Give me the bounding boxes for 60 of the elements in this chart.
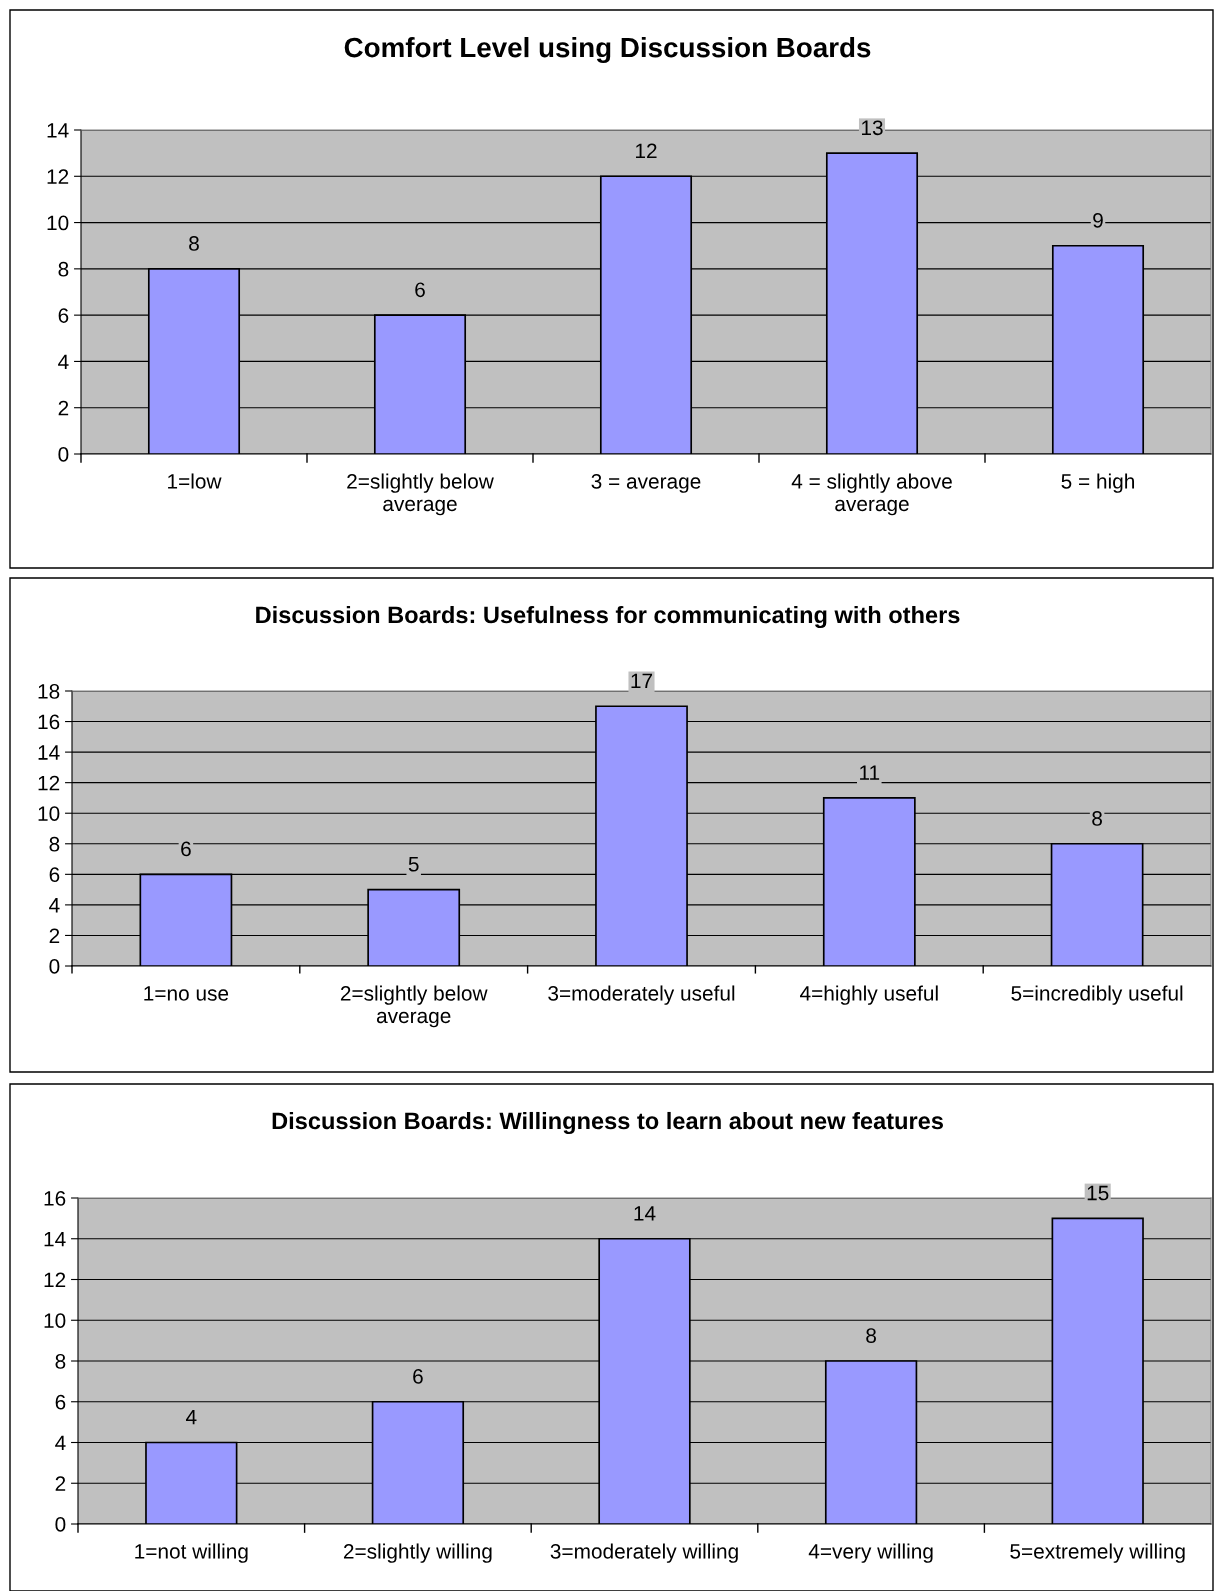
y-tick-label: 8	[55, 1354, 66, 1369]
x-tick-label: 5=incredibly useful	[1011, 985, 1183, 1005]
y-tick-label: 2	[55, 1476, 66, 1491]
data-label: 12	[636, 143, 657, 159]
y-tick-label: 2	[49, 928, 60, 943]
x-tick-label: 2=slightly below average	[347, 473, 494, 516]
x-tick-label: 3=moderately willing	[550, 1543, 738, 1563]
data-label: 9	[1093, 212, 1103, 228]
data-label: 6	[181, 841, 191, 857]
y-tick-label: 4	[55, 1435, 66, 1451]
y-tick-label: 0	[49, 959, 60, 974]
y-tick-label: 12	[38, 775, 60, 791]
y-tick-label: 2	[58, 400, 69, 416]
data-label: 5	[408, 857, 419, 872]
x-tick-label: 5 = high	[1061, 473, 1135, 493]
x-tick-label: 1=no use	[144, 986, 229, 1001]
y-tick-label: 10	[44, 1313, 66, 1328]
data-label: 11	[860, 765, 880, 780]
y-tick-label: 12	[44, 1272, 66, 1288]
y-tick-label: 8	[58, 261, 69, 277]
x-tick-label: 5=extremely willing	[1010, 1543, 1185, 1563]
x-tick-label: 2=slightly below average	[340, 985, 488, 1028]
y-tick-label: 4	[58, 354, 69, 369]
data-label: 14	[634, 1206, 656, 1221]
y-tick-label: 14	[38, 745, 60, 760]
y-tick-label: 6	[49, 867, 60, 883]
x-tick-label: 4=very willing	[808, 1543, 933, 1563]
y-tick-label: 0	[58, 447, 69, 462]
y-tick-label: 0	[55, 1517, 66, 1532]
x-tick-label: 1=low	[168, 473, 222, 489]
data-label: 15	[1087, 1185, 1109, 1201]
x-tick-label: 1=not willing	[135, 1543, 248, 1563]
data-label: 8	[189, 236, 199, 251]
data-label: 6	[415, 282, 425, 298]
y-tick-label: 16	[38, 714, 60, 730]
chart-title: Comfort Level using Discussion Boards	[344, 36, 871, 64]
chart-title: Discussion Boards: Usefulness for communicating with others	[256, 605, 960, 629]
data-label: 8	[866, 1328, 876, 1343]
x-tick-label: 4=highly useful	[800, 985, 938, 1005]
data-label: 6	[413, 1368, 423, 1384]
y-tick-label: 18	[38, 684, 60, 699]
chart-title: Discussion Boards: Willingness to learn about new features	[272, 1111, 943, 1135]
y-tick-label: 4	[49, 898, 60, 913]
x-tick-label: 3=moderately useful	[548, 985, 735, 1005]
data-label: 13	[862, 120, 883, 136]
x-tick-label: 2=slightly willing	[343, 1543, 492, 1563]
y-tick-label: 14	[47, 123, 69, 138]
y-tick-label: 8	[49, 836, 60, 852]
y-tick-label: 16	[44, 1191, 66, 1206]
x-tick-label: 4 = slightly above average	[791, 473, 952, 516]
y-tick-label: 6	[58, 308, 69, 323]
data-label: 17	[631, 673, 653, 689]
x-tick-label: 3 = average	[591, 473, 701, 493]
y-tick-label: 12	[47, 169, 69, 184]
y-tick-label: 10	[47, 215, 69, 231]
data-label: 4	[185, 1409, 197, 1425]
y-tick-label: 10	[38, 806, 60, 821]
data-label: 8	[1092, 811, 1102, 826]
y-tick-label: 6	[55, 1394, 66, 1410]
y-tick-label: 14	[44, 1231, 66, 1247]
